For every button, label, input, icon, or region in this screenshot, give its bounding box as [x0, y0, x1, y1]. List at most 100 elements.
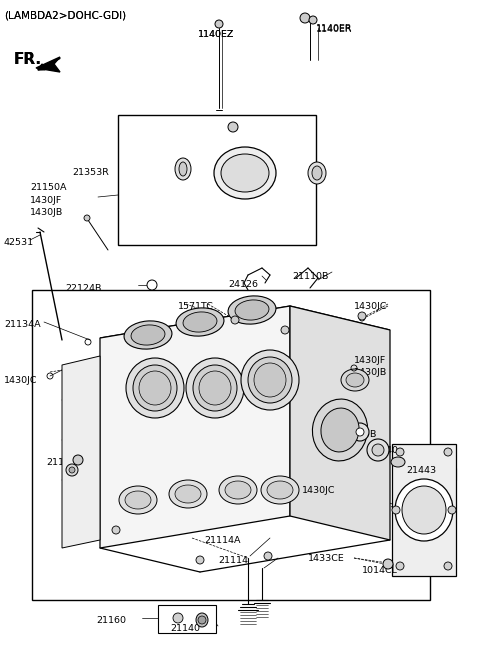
Text: 42531: 42531 [4, 238, 34, 247]
Text: 21353R: 21353R [72, 168, 109, 177]
Ellipse shape [261, 476, 299, 504]
Ellipse shape [214, 147, 276, 199]
Ellipse shape [321, 408, 359, 452]
Circle shape [264, 552, 272, 560]
Text: 21117: 21117 [316, 416, 346, 425]
Ellipse shape [312, 166, 322, 180]
Bar [118, 115, 316, 245]
Circle shape [383, 559, 393, 569]
Text: 94750: 94750 [255, 152, 285, 161]
Text: 21115B: 21115B [340, 430, 376, 439]
Polygon shape [62, 356, 100, 548]
Text: 21114A: 21114A [204, 536, 240, 545]
Ellipse shape [124, 321, 172, 349]
Text: 94750: 94750 [260, 152, 291, 162]
Polygon shape [100, 306, 290, 548]
Ellipse shape [346, 373, 364, 387]
Bar [158, 605, 216, 633]
Text: 1430JC: 1430JC [4, 376, 37, 385]
Polygon shape [36, 57, 60, 72]
Polygon shape [290, 306, 390, 540]
Text: 1014CL: 1014CL [362, 566, 398, 575]
Text: 1433CE: 1433CE [308, 554, 345, 563]
Text: 1140EZ: 1140EZ [198, 30, 234, 39]
Circle shape [351, 423, 369, 441]
Ellipse shape [241, 350, 299, 410]
Ellipse shape [395, 479, 453, 541]
Circle shape [147, 280, 157, 290]
Circle shape [215, 20, 223, 28]
Text: (LAMBDA2>DOHC-GDI): (LAMBDA2>DOHC-GDI) [4, 10, 126, 20]
Text: 21140: 21140 [170, 624, 200, 633]
Polygon shape [100, 306, 390, 362]
Text: 21443: 21443 [406, 466, 436, 475]
Text: 21162A: 21162A [46, 458, 83, 467]
Text: (LAMBDA2>DOHC-GDI): (LAMBDA2>DOHC-GDI) [4, 10, 126, 20]
Circle shape [228, 122, 238, 132]
Text: FR.: FR. [14, 52, 42, 67]
Text: 1430JF: 1430JF [30, 196, 62, 205]
Ellipse shape [312, 399, 368, 461]
Ellipse shape [186, 358, 244, 418]
Ellipse shape [196, 613, 208, 627]
Ellipse shape [199, 371, 231, 405]
Polygon shape [392, 444, 456, 576]
Ellipse shape [193, 365, 237, 411]
Ellipse shape [221, 154, 269, 192]
Ellipse shape [235, 300, 269, 320]
Ellipse shape [402, 486, 446, 534]
Ellipse shape [254, 363, 286, 397]
Text: 24126: 24126 [228, 280, 258, 289]
Text: 21440: 21440 [368, 446, 398, 455]
Circle shape [372, 444, 384, 456]
Ellipse shape [248, 357, 292, 403]
Text: 1140EZ: 1140EZ [198, 30, 234, 39]
Ellipse shape [131, 325, 165, 345]
Circle shape [300, 13, 310, 23]
Circle shape [112, 526, 120, 534]
Text: 1140ER: 1140ER [316, 24, 352, 33]
Circle shape [198, 616, 206, 624]
Ellipse shape [125, 491, 151, 509]
Text: 21150A: 21150A [30, 183, 67, 192]
Ellipse shape [169, 480, 207, 508]
Text: 1430JB: 1430JB [354, 368, 387, 377]
Text: 21134A: 21134A [4, 320, 41, 329]
Ellipse shape [179, 162, 187, 176]
Text: 1430JC: 1430JC [354, 302, 387, 311]
Text: 1430JC: 1430JC [302, 486, 336, 495]
Ellipse shape [267, 481, 293, 499]
Text: FR.: FR. [14, 52, 42, 67]
Ellipse shape [308, 162, 326, 184]
Circle shape [69, 467, 75, 473]
Circle shape [309, 16, 317, 24]
Text: 21353R: 21353R [122, 168, 159, 177]
Circle shape [358, 312, 366, 320]
Circle shape [444, 448, 452, 456]
Circle shape [173, 613, 183, 623]
Text: 21110B: 21110B [292, 272, 328, 281]
Ellipse shape [133, 365, 177, 411]
Ellipse shape [119, 486, 157, 514]
Text: 1140ER: 1140ER [316, 25, 352, 34]
Text: 21114: 21114 [218, 556, 248, 565]
Ellipse shape [175, 158, 191, 180]
Circle shape [444, 562, 452, 570]
Ellipse shape [183, 312, 217, 332]
Bar [32, 290, 430, 600]
Circle shape [448, 506, 456, 514]
Circle shape [66, 464, 78, 476]
Circle shape [356, 428, 364, 436]
Circle shape [73, 455, 83, 465]
Circle shape [392, 506, 400, 514]
Ellipse shape [219, 476, 257, 504]
Circle shape [396, 448, 404, 456]
Circle shape [84, 215, 90, 221]
Ellipse shape [175, 485, 201, 503]
Ellipse shape [126, 358, 184, 418]
Ellipse shape [176, 308, 224, 336]
Ellipse shape [225, 481, 251, 499]
Text: 22124B: 22124B [65, 284, 101, 293]
Text: 1430JF: 1430JF [354, 356, 386, 365]
Circle shape [281, 326, 289, 334]
